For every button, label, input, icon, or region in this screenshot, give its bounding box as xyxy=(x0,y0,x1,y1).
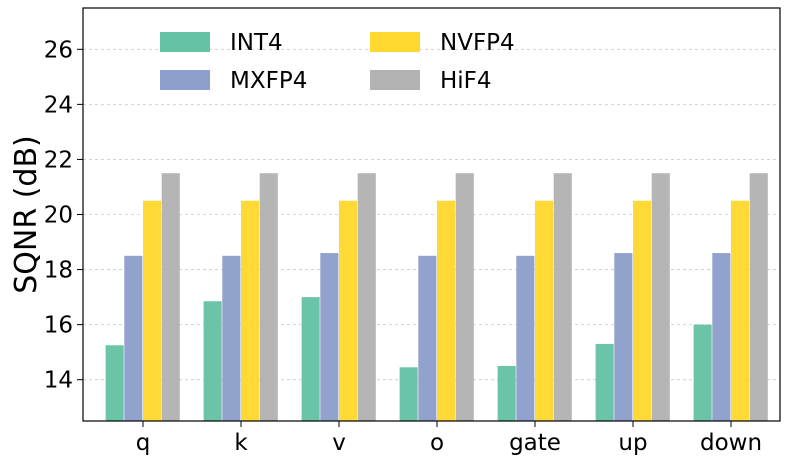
bar-mxfp4-q xyxy=(124,255,143,421)
bar-hif4-v xyxy=(357,173,376,421)
legend-swatch-hif4 xyxy=(370,70,420,90)
bar-int4-v xyxy=(301,297,320,421)
bar-int4-o xyxy=(399,367,418,421)
x-axis: q k v o gate up down xyxy=(136,421,762,456)
bar-mxfp4-down xyxy=(712,253,731,421)
y-tick-label: 26 xyxy=(44,37,73,63)
bar-hif4-q xyxy=(161,173,180,421)
y-tick-label: 24 xyxy=(44,92,73,118)
legend-swatch-int4 xyxy=(160,32,210,52)
legend-label-int4: INT4 xyxy=(230,30,283,56)
bar-hif4-down xyxy=(749,173,768,421)
bars-layer xyxy=(105,173,768,421)
bar-mxfp4-up xyxy=(614,253,633,421)
y-tick-label: 14 xyxy=(44,368,73,394)
bar-nvfp4-v xyxy=(339,200,358,421)
bar-nvfp4-q xyxy=(143,200,162,421)
x-tick-label-down: down xyxy=(700,430,762,456)
bar-mxfp4-k xyxy=(222,255,241,421)
bar-hif4-gate xyxy=(553,173,572,421)
bar-nvfp4-gate xyxy=(535,200,554,421)
legend-label-nvfp4: NVFP4 xyxy=(440,30,515,56)
bar-int4-q xyxy=(105,345,124,421)
bar-nvfp4-down xyxy=(731,200,750,421)
legend-swatch-nvfp4 xyxy=(370,32,420,52)
bar-int4-down xyxy=(693,324,712,421)
legend-label-hif4: HiF4 xyxy=(440,68,492,94)
bar-nvfp4-up xyxy=(633,200,652,421)
y-axis: 14 16 18 20 22 24 26 xyxy=(44,37,83,394)
x-tick-label-gate: gate xyxy=(509,430,561,456)
bar-int4-k xyxy=(203,301,222,421)
bar-mxfp4-gate xyxy=(516,255,535,421)
bar-nvfp4-k xyxy=(241,200,260,421)
bar-mxfp4-v xyxy=(320,253,339,421)
bar-hif4-k xyxy=(259,173,278,421)
bar-int4-up xyxy=(595,343,614,421)
legend-swatch-mxfp4 xyxy=(160,70,210,90)
x-tick-label-v: v xyxy=(332,430,346,456)
legend: INT4 MXFP4 NVFP4 HiF4 xyxy=(160,30,515,94)
bar-hif4-up xyxy=(651,173,670,421)
y-tick-label: 18 xyxy=(44,258,73,284)
bar-nvfp4-o xyxy=(437,200,456,421)
x-tick-label-up: up xyxy=(618,430,647,456)
bar-hif4-o xyxy=(455,173,474,421)
legend-label-mxfp4: MXFP4 xyxy=(230,68,307,94)
x-tick-label-o: o xyxy=(430,430,444,456)
bar-int4-gate xyxy=(497,365,516,421)
y-tick-label: 16 xyxy=(44,313,73,339)
x-tick-label-k: k xyxy=(234,430,248,456)
y-tick-label: 20 xyxy=(44,203,73,229)
y-tick-label: 22 xyxy=(44,147,73,173)
y-axis-label: SQNR (dB) xyxy=(9,135,44,294)
bar-mxfp4-o xyxy=(418,255,437,421)
x-tick-label-q: q xyxy=(136,430,151,456)
